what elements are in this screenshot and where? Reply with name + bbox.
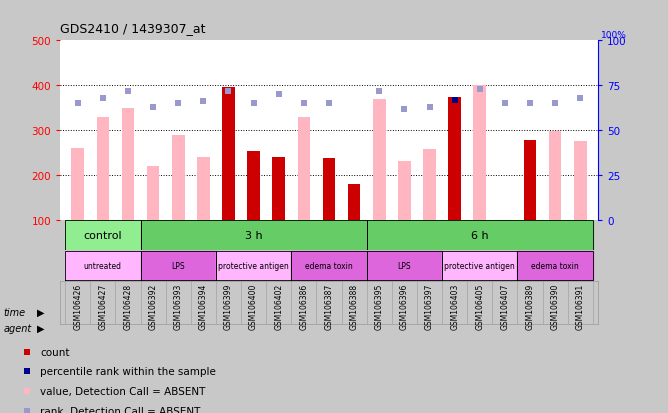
- Text: rank, Detection Call = ABSENT: rank, Detection Call = ABSENT: [40, 406, 200, 413]
- Bar: [448, 98, 461, 220]
- Text: GSM106394: GSM106394: [199, 283, 208, 329]
- Text: GSM106397: GSM106397: [425, 283, 434, 329]
- Bar: [367, 221, 593, 250]
- Text: GSM106392: GSM106392: [148, 283, 158, 329]
- Bar: [65, 251, 140, 280]
- Bar: [122, 109, 134, 220]
- Text: GSM106428: GSM106428: [124, 283, 132, 329]
- Text: GSM106387: GSM106387: [325, 283, 333, 329]
- Text: GSM106391: GSM106391: [576, 283, 584, 329]
- Bar: [518, 251, 593, 280]
- Text: untreated: untreated: [84, 261, 122, 270]
- Text: protective antigen: protective antigen: [444, 261, 515, 270]
- Text: GDS2410 / 1439307_at: GDS2410 / 1439307_at: [60, 22, 206, 35]
- Text: 6 h: 6 h: [471, 230, 488, 240]
- Text: control: control: [84, 230, 122, 240]
- Bar: [323, 159, 335, 220]
- Text: LPS: LPS: [172, 261, 185, 270]
- Bar: [172, 135, 184, 220]
- Text: GSM106393: GSM106393: [174, 283, 183, 329]
- Bar: [297, 117, 310, 220]
- Text: ▶: ▶: [37, 307, 44, 317]
- Bar: [574, 142, 587, 220]
- Text: GSM106407: GSM106407: [500, 283, 510, 329]
- Bar: [97, 117, 109, 220]
- Bar: [373, 100, 385, 220]
- Bar: [222, 88, 234, 220]
- Text: agent: agent: [3, 323, 31, 333]
- Text: ▶: ▶: [37, 323, 44, 333]
- Bar: [71, 149, 84, 220]
- Text: GSM106427: GSM106427: [98, 283, 108, 329]
- Bar: [140, 251, 216, 280]
- Text: count: count: [40, 347, 69, 357]
- Text: GSM106403: GSM106403: [450, 283, 459, 329]
- Bar: [147, 166, 160, 220]
- Text: GSM106426: GSM106426: [73, 283, 82, 329]
- Text: GSM106400: GSM106400: [249, 283, 258, 329]
- Text: edema toxin: edema toxin: [531, 261, 579, 270]
- Text: percentile rank within the sample: percentile rank within the sample: [40, 366, 216, 376]
- Bar: [140, 221, 367, 250]
- Bar: [398, 161, 411, 220]
- Bar: [291, 251, 367, 280]
- Bar: [348, 185, 361, 220]
- Text: GSM106389: GSM106389: [526, 283, 534, 329]
- Text: 100%: 100%: [601, 31, 627, 40]
- Text: GSM106395: GSM106395: [375, 283, 383, 329]
- Bar: [524, 140, 536, 220]
- Bar: [216, 251, 291, 280]
- Text: protective antigen: protective antigen: [218, 261, 289, 270]
- Text: LPS: LPS: [397, 261, 411, 270]
- Text: time: time: [3, 307, 25, 317]
- Text: edema toxin: edema toxin: [305, 261, 353, 270]
- Bar: [442, 251, 518, 280]
- Text: GSM106390: GSM106390: [550, 283, 560, 329]
- Bar: [474, 86, 486, 220]
- Text: GSM106402: GSM106402: [275, 283, 283, 329]
- Bar: [197, 158, 210, 220]
- Bar: [65, 221, 140, 250]
- Bar: [424, 150, 436, 220]
- Text: value, Detection Call = ABSENT: value, Detection Call = ABSENT: [40, 386, 206, 396]
- Text: GSM106399: GSM106399: [224, 283, 233, 329]
- Bar: [367, 251, 442, 280]
- Text: GSM106386: GSM106386: [299, 283, 309, 329]
- Bar: [549, 132, 561, 220]
- Text: GSM106396: GSM106396: [400, 283, 409, 329]
- Bar: [247, 152, 260, 220]
- Bar: [273, 158, 285, 220]
- Text: GSM106405: GSM106405: [475, 283, 484, 329]
- Text: 3 h: 3 h: [244, 230, 263, 240]
- Text: GSM106388: GSM106388: [349, 283, 359, 329]
